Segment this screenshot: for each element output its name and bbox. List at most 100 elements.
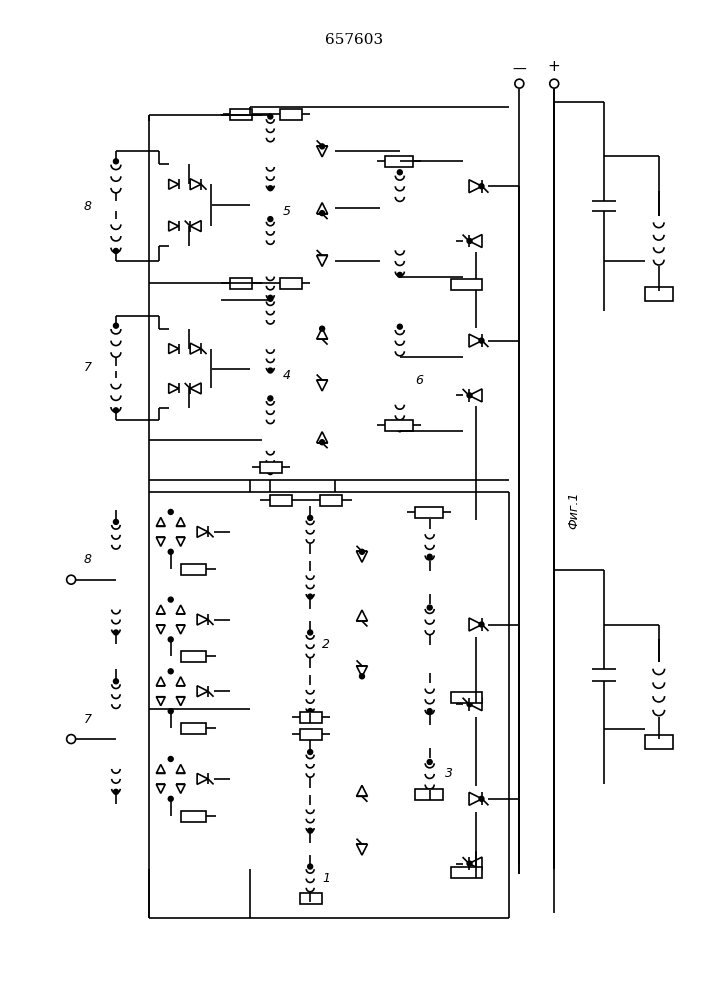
Bar — [300, 893, 322, 904]
Circle shape — [427, 759, 432, 764]
Circle shape — [66, 735, 76, 744]
Polygon shape — [190, 179, 201, 190]
Polygon shape — [156, 677, 165, 686]
Circle shape — [397, 324, 402, 329]
Text: —: — — [513, 63, 526, 77]
Polygon shape — [469, 857, 482, 870]
Polygon shape — [469, 235, 482, 247]
Circle shape — [467, 861, 472, 866]
Circle shape — [427, 605, 432, 610]
Circle shape — [268, 295, 273, 300]
Polygon shape — [169, 221, 179, 231]
Circle shape — [268, 296, 273, 301]
Circle shape — [427, 554, 432, 559]
Polygon shape — [356, 610, 368, 621]
Polygon shape — [176, 764, 185, 773]
Bar — [230, 109, 252, 120]
Polygon shape — [169, 383, 179, 393]
Bar — [645, 735, 673, 749]
Polygon shape — [356, 551, 368, 562]
Polygon shape — [156, 625, 165, 634]
Polygon shape — [156, 517, 165, 526]
Circle shape — [168, 637, 173, 642]
Circle shape — [550, 79, 559, 88]
Bar — [230, 278, 252, 289]
Polygon shape — [356, 844, 368, 855]
Circle shape — [113, 630, 119, 635]
Polygon shape — [176, 517, 185, 526]
Circle shape — [359, 549, 364, 554]
Circle shape — [66, 575, 76, 584]
Polygon shape — [156, 697, 165, 706]
Circle shape — [308, 750, 312, 754]
Circle shape — [113, 679, 119, 684]
Polygon shape — [317, 146, 327, 157]
Polygon shape — [156, 537, 165, 546]
Polygon shape — [176, 697, 185, 706]
Polygon shape — [197, 526, 208, 537]
Circle shape — [268, 396, 273, 401]
Polygon shape — [469, 389, 482, 402]
Polygon shape — [197, 686, 208, 697]
Polygon shape — [156, 764, 165, 773]
Polygon shape — [156, 784, 165, 793]
Text: +: + — [548, 59, 561, 74]
Polygon shape — [190, 383, 201, 394]
Circle shape — [113, 248, 119, 253]
Text: 5: 5 — [282, 205, 291, 218]
Polygon shape — [317, 203, 327, 214]
Bar — [645, 287, 673, 301]
Circle shape — [320, 440, 325, 445]
Circle shape — [168, 597, 173, 602]
Circle shape — [113, 323, 119, 328]
Circle shape — [479, 796, 484, 801]
Polygon shape — [176, 784, 185, 793]
Circle shape — [359, 674, 364, 679]
Polygon shape — [169, 344, 179, 354]
Polygon shape — [317, 328, 327, 339]
Bar — [280, 278, 302, 289]
Polygon shape — [176, 537, 185, 546]
Circle shape — [113, 519, 119, 524]
Circle shape — [515, 79, 524, 88]
Circle shape — [168, 796, 173, 801]
Bar — [415, 507, 443, 518]
Polygon shape — [356, 666, 368, 677]
Polygon shape — [356, 785, 368, 796]
Circle shape — [397, 170, 402, 175]
Circle shape — [427, 709, 432, 714]
Bar — [181, 811, 206, 822]
Circle shape — [113, 789, 119, 794]
Circle shape — [308, 709, 312, 714]
Circle shape — [168, 669, 173, 674]
Circle shape — [479, 622, 484, 627]
Bar — [300, 729, 322, 740]
Bar — [450, 692, 482, 703]
Circle shape — [268, 470, 273, 475]
Circle shape — [168, 709, 173, 714]
Circle shape — [479, 184, 484, 189]
Polygon shape — [169, 179, 179, 189]
Circle shape — [168, 756, 173, 761]
Bar — [450, 867, 482, 878]
Text: 4: 4 — [282, 369, 291, 382]
Circle shape — [268, 368, 273, 373]
Text: 6: 6 — [415, 374, 423, 387]
Circle shape — [467, 702, 472, 707]
Circle shape — [268, 114, 273, 119]
Circle shape — [168, 509, 173, 514]
Bar — [270, 495, 292, 506]
Polygon shape — [197, 614, 208, 625]
Polygon shape — [317, 255, 327, 266]
Text: 1: 1 — [322, 872, 330, 885]
Polygon shape — [469, 792, 482, 805]
Circle shape — [467, 393, 472, 398]
Circle shape — [308, 515, 312, 520]
Polygon shape — [176, 605, 185, 614]
Circle shape — [308, 864, 312, 869]
Circle shape — [397, 427, 402, 432]
Circle shape — [320, 326, 325, 331]
Circle shape — [308, 630, 312, 635]
Bar — [385, 156, 413, 167]
Polygon shape — [469, 334, 482, 347]
